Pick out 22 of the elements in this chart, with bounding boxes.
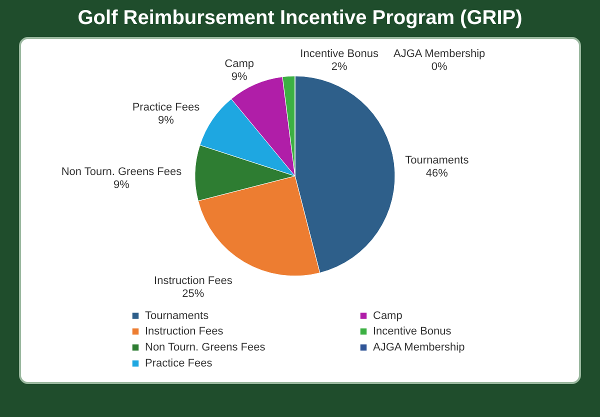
slice-label: Incentive Bonus [300,48,379,60]
legend-label: AJGA Membership [373,342,465,354]
data-label: 25% [182,288,204,300]
data-label: 9% [231,71,248,84]
text: 0% [431,61,448,73]
slice-label: Instruction Fees [154,275,233,288]
chart-title: Golf Reimbursement Incentive Program (GRIP) [78,7,522,29]
legend-label: Instruction Fees [145,326,224,338]
legend-label: Practice Fees [145,358,213,370]
slice-label: Tournaments [405,154,470,167]
slice-label: Non Tourn. Greens Fees [61,166,182,178]
category-label: AJGA Membership [393,48,486,60]
data-label: 9% [114,179,130,192]
data-label: 46% [426,168,448,180]
legend-label: Non Tourn. Greens Fees [145,342,266,354]
legend-label: Incentive Bonus [373,326,452,338]
data-label: 2% [331,61,348,74]
data-label: 9% [158,114,174,126]
legend-label: Tournaments [145,310,210,322]
slice-label: Camp [224,58,254,70]
slice-label: Practice Fees [132,101,200,114]
legend-label: Camp [373,310,402,322]
